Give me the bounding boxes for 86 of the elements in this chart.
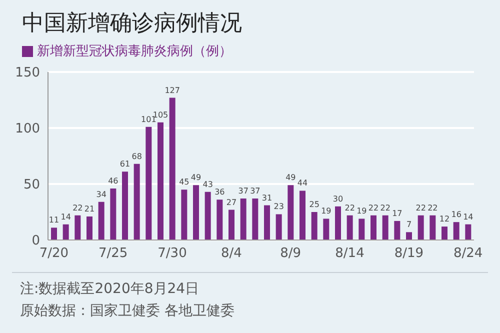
bar <box>276 214 282 240</box>
x-tick-label: 8/19 <box>394 246 424 262</box>
bar <box>216 200 223 240</box>
text: 原始数据：国家卫健委 各地卫健委 <box>20 302 234 320</box>
data-label: 19 <box>321 206 332 216</box>
bar <box>406 232 412 240</box>
bar <box>323 218 330 240</box>
data-label: 30 <box>332 194 344 204</box>
data-label: 14 <box>463 212 474 222</box>
bar <box>169 98 176 240</box>
data-label: 19 <box>356 206 367 216</box>
bar <box>86 216 92 240</box>
data-label: 43 <box>202 180 213 189</box>
bar <box>51 228 57 240</box>
data-label: 127 <box>164 86 180 95</box>
bar <box>122 172 128 240</box>
data-label: 23 <box>274 202 284 212</box>
bar <box>300 190 306 240</box>
bar <box>358 218 365 240</box>
data-label: 25 <box>309 200 320 209</box>
y-tick-label: 0 <box>32 234 40 249</box>
data-label: 12 <box>439 214 450 224</box>
x-tick-label: 8/14 <box>335 246 364 262</box>
data-label: 34 <box>96 190 106 199</box>
data-label: 22 <box>380 203 390 212</box>
bar <box>252 198 258 240</box>
bar <box>193 185 199 240</box>
data-label: 31 <box>262 193 272 202</box>
bar <box>382 215 388 240</box>
data-label: 37 <box>238 186 248 196</box>
data-label: 68 <box>132 152 142 161</box>
bar <box>430 215 436 240</box>
chart-title: 中国新增确诊病例情况 <box>22 10 242 38</box>
bar <box>240 198 246 240</box>
bar <box>311 212 318 240</box>
bar <box>370 215 376 240</box>
bar <box>264 205 270 240</box>
bar <box>288 185 294 240</box>
data-label: 49 <box>190 173 202 182</box>
legend-label: 新增新型冠状病毒肺炎病例（例） <box>37 44 232 59</box>
bar <box>74 215 81 240</box>
y-tick-label: 100 <box>15 122 40 137</box>
bar <box>394 220 400 240</box>
bar <box>228 210 234 240</box>
bar <box>98 202 104 240</box>
bar <box>453 222 460 240</box>
bar <box>62 224 69 240</box>
data-label: 11 <box>48 216 60 225</box>
data-label: 22 <box>416 203 426 212</box>
bar <box>418 215 424 240</box>
data-label: 22 <box>428 203 438 212</box>
y-tick-label: 50 <box>23 178 40 193</box>
bar <box>465 224 472 240</box>
x-tick-label: 7/30 <box>158 246 187 262</box>
text: 注:数据截至2020年8月24日 <box>20 280 200 298</box>
bar <box>335 206 341 240</box>
bar <box>158 122 164 240</box>
bar <box>134 164 140 240</box>
y-tick-label: 150 <box>15 66 40 81</box>
data-label: 16 <box>451 210 462 220</box>
data-label: 7 <box>406 220 412 230</box>
bar <box>146 126 152 240</box>
x-tick-label: 7/25 <box>98 246 128 262</box>
data-label: 22 <box>368 203 379 212</box>
bar <box>204 192 211 240</box>
data-label: 46 <box>108 176 118 186</box>
x-tick-label: 8/24 <box>453 246 483 262</box>
data-label: 61 <box>120 160 130 169</box>
bar <box>346 215 353 240</box>
bar <box>181 190 188 240</box>
x-tick-label: 8/9 <box>280 246 302 262</box>
data-label: 22 <box>344 203 355 212</box>
x-tick-label: 8/4 <box>220 246 242 262</box>
data-label: 36 <box>214 188 225 197</box>
data-label: 45 <box>179 178 190 187</box>
data-label: 44 <box>297 178 308 188</box>
x-tick-label: 7/20 <box>39 246 69 262</box>
bar <box>110 188 116 240</box>
data-label: 27 <box>226 198 237 207</box>
data-label: 49 <box>286 173 296 182</box>
data-label: 22 <box>72 203 83 212</box>
bar <box>442 226 448 240</box>
data-label: 17 <box>392 208 402 218</box>
data-label: 14 <box>60 212 71 222</box>
data-label: 37 <box>250 186 260 196</box>
data-label: 21 <box>84 204 95 214</box>
